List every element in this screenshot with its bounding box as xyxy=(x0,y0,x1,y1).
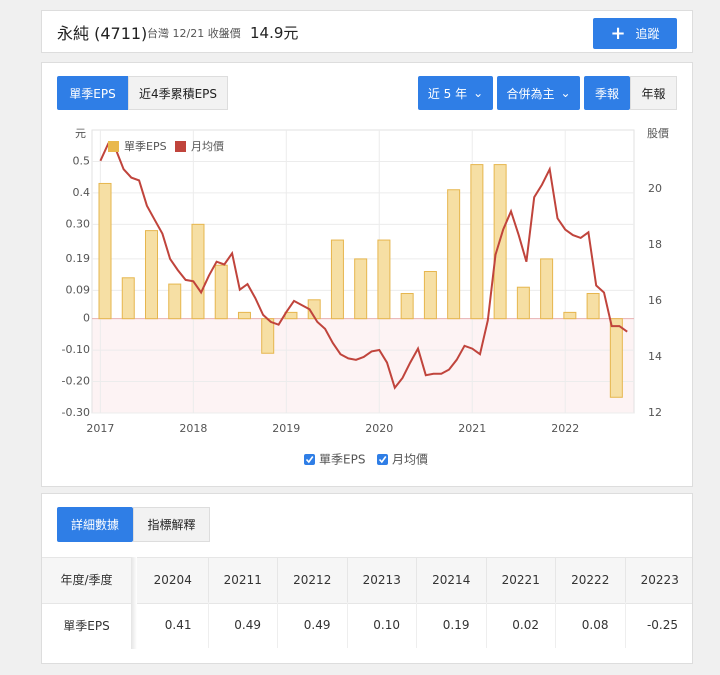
row-header: 單季EPS xyxy=(63,618,110,633)
table-cell: 0.19 xyxy=(416,602,486,648)
bar xyxy=(400,293,414,320)
x-tick-label: 2018 xyxy=(179,422,207,435)
x-tick-label: 2021 xyxy=(458,422,486,435)
bar xyxy=(563,311,577,320)
bar xyxy=(423,271,437,320)
price: 14.9元 xyxy=(250,23,299,42)
table-cell: 0.41 xyxy=(164,618,192,632)
table-cell: 0.02 xyxy=(485,602,556,648)
legend-swatch xyxy=(108,141,119,152)
chart: 0.5 0.4 0.30 0.19 0.09 0 -0.10 -0.20 -0.30 12 14 16… xyxy=(62,126,669,467)
column-header: 20204 xyxy=(153,572,192,587)
checkbox xyxy=(377,454,388,465)
table-header-bg xyxy=(42,557,692,604)
column-header: 20223 xyxy=(624,557,695,602)
range-text: 近 5 年 xyxy=(427,86,468,101)
column-header: 20211 xyxy=(207,557,278,602)
y-tick-label: 0.4 xyxy=(73,186,91,199)
price-line xyxy=(99,142,628,390)
y-tick-label: -0.10 xyxy=(62,343,90,356)
plus-icon: + xyxy=(610,23,626,44)
range-dropdown[interactable]: 近 5 年 ⌄ xyxy=(418,76,493,110)
bar xyxy=(377,239,391,320)
table-cell: -0.25 xyxy=(624,602,695,648)
table-cell: 0.49 xyxy=(207,602,278,648)
sticky-shadow xyxy=(131,557,137,649)
bar xyxy=(191,223,205,320)
bar xyxy=(284,311,298,320)
y-tick-label: 0.19 xyxy=(66,252,91,265)
check-mark xyxy=(378,456,387,464)
column-header: 20214 xyxy=(416,557,486,602)
legend-toggle-label: 單季EPS xyxy=(319,453,365,467)
bar xyxy=(470,164,484,320)
legend-swatch xyxy=(175,141,186,152)
chevron: ⌄ xyxy=(560,86,571,100)
stock-title: 永純 (4711) xyxy=(57,24,148,43)
legend-label: 月均價 xyxy=(191,139,224,153)
y-tick-label: 0 xyxy=(83,312,90,325)
table-cell: 0.10 xyxy=(346,602,417,648)
chevron: ⌄ xyxy=(473,86,484,100)
column-header: 20212 xyxy=(277,557,347,602)
bar xyxy=(214,264,228,320)
bar xyxy=(354,258,368,320)
legend-toggle-label: 月均價 xyxy=(392,453,428,467)
column-header: 年度/季度 xyxy=(60,573,113,587)
y-axis-label: 元 xyxy=(75,127,86,140)
negative-zone xyxy=(92,318,634,413)
check-mark xyxy=(305,456,314,464)
y2-tick-label: 14 xyxy=(648,350,662,363)
y2-axis-label: 股價 xyxy=(647,126,669,140)
period-year[interactable]: 年報 xyxy=(630,76,677,110)
tab-explain[interactable]: 指標解釋 xyxy=(133,507,210,542)
y-tick-label: -0.30 xyxy=(62,406,90,419)
y-tick-label: 0.30 xyxy=(66,217,91,230)
legend-label: 單季EPS xyxy=(124,140,167,153)
bar xyxy=(168,283,182,320)
header-card xyxy=(41,10,693,53)
bar xyxy=(121,277,135,320)
bar xyxy=(447,189,461,320)
period-quarter[interactable]: 季報 xyxy=(584,76,630,110)
y-tick-label: -0.20 xyxy=(62,375,90,388)
column-header: 20221 xyxy=(485,557,556,602)
table-cell: 0.49 xyxy=(277,602,347,648)
market-label: 台灣 12/21 收盤價 xyxy=(147,27,241,40)
column-header: 20213 xyxy=(346,557,417,602)
legend-toggle[interactable]: 單季EPS xyxy=(304,453,365,467)
follow-button[interactable]: + 追蹤 xyxy=(593,18,677,49)
basis-text: 合併為主 xyxy=(506,86,555,101)
checkbox xyxy=(304,454,315,465)
x-tick-label: 2019 xyxy=(272,422,300,435)
bar xyxy=(540,258,554,320)
bar xyxy=(586,293,600,320)
y2-tick-label: 12 xyxy=(648,406,662,419)
bar xyxy=(609,318,623,398)
tab-quarter-eps[interactable]: 單季EPS xyxy=(57,76,128,110)
x-tick-label: 2022 xyxy=(551,422,579,435)
legend-toggle[interactable]: 月均價 xyxy=(377,453,428,467)
bar xyxy=(516,286,530,320)
bar xyxy=(98,182,112,320)
tab-ttm-eps[interactable]: 近4季累積EPS xyxy=(128,76,228,110)
column-header: 20222 xyxy=(555,557,625,602)
y-tick-label: 0.5 xyxy=(73,154,91,167)
follow-text: 追蹤 xyxy=(635,27,660,41)
y2-tick-label: 20 xyxy=(648,182,662,195)
bar xyxy=(144,230,158,320)
basis-dropdown[interactable]: 合併為主 ⌄ xyxy=(497,76,580,110)
bar xyxy=(237,311,251,320)
bar xyxy=(261,318,275,354)
y2-tick-label: 16 xyxy=(648,294,662,307)
y-tick-label: 0.09 xyxy=(66,283,91,296)
table-cell: 0.08 xyxy=(555,602,625,648)
x-tick-label: 2020 xyxy=(365,422,393,435)
x-tick-label: 2017 xyxy=(86,422,114,435)
tab-details[interactable]: 詳細數據 xyxy=(57,507,133,542)
y2-tick-label: 18 xyxy=(648,238,662,251)
bar xyxy=(330,239,344,320)
